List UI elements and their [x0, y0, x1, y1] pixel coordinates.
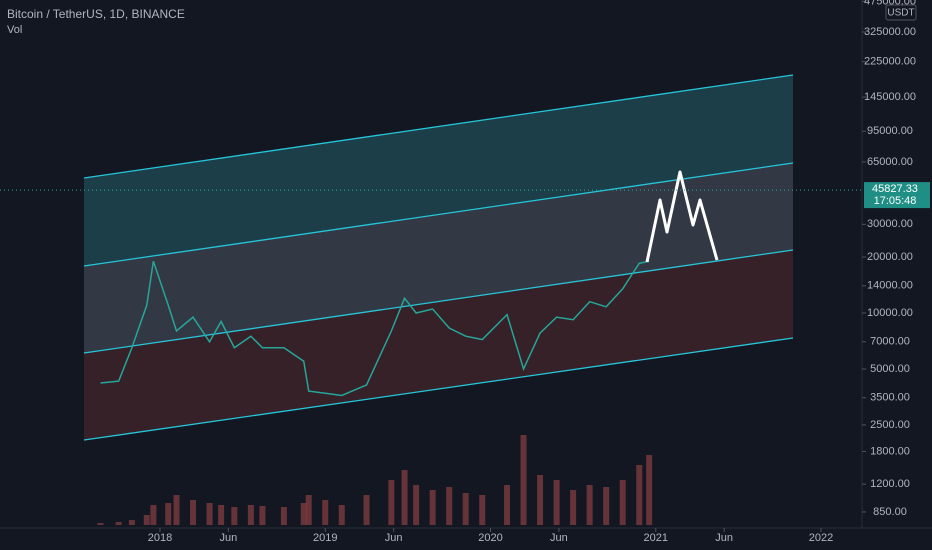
y-tick-label: 30000.00: [867, 218, 913, 230]
volume-bar: [479, 495, 486, 525]
y-tick-label: 7000.00: [870, 336, 910, 348]
volume-bar: [462, 493, 469, 525]
x-tick-label: Jun: [385, 532, 403, 544]
volume-bar: [646, 455, 653, 525]
y-tick-label: 95000.00: [867, 125, 913, 137]
y-tick-label: 475000.00: [864, 0, 916, 7]
channel-lines: [83, 74, 794, 441]
price-line: [100, 260, 650, 397]
subtitle: Vol: [7, 24, 22, 36]
volume-bar: [429, 490, 436, 525]
volume-bar: [504, 485, 511, 525]
volume-bar: [259, 506, 266, 525]
y-tick-label: 325000.00: [864, 26, 916, 38]
volume-bar: [401, 470, 408, 525]
volume-bar: [322, 500, 329, 525]
y-tick-label: 145000.00: [864, 91, 916, 103]
x-tick-label: 2021: [644, 532, 668, 544]
volume-bar: [388, 480, 395, 525]
volume-bar: [190, 500, 197, 525]
volume-bar: [165, 503, 172, 525]
volume-bar: [603, 487, 610, 525]
volume-bar: [218, 505, 225, 525]
volume-bar: [97, 523, 104, 525]
channel-mid-band: [84, 163, 793, 353]
volume-bar: [280, 507, 287, 525]
y-tick-label: 2500.00: [870, 419, 910, 431]
y-tick-label: 3500.00: [870, 392, 910, 404]
currency-badge[interactable]: [885, 4, 917, 21]
volume-bar: [300, 503, 307, 525]
volume-bar: [173, 495, 180, 525]
y-tick-label: 225000.00: [864, 56, 916, 68]
volume-bar: [305, 495, 312, 525]
channel-line: [83, 337, 794, 441]
x-tick-label: 2019: [313, 532, 337, 544]
plot-area: [97, 260, 653, 525]
volume-bar: [115, 522, 122, 525]
chart-title: Bitcoin / TetherUS, 1D, BINANCE: [7, 7, 185, 21]
channel-line: [83, 162, 794, 267]
y-tick-label: 20000.00: [867, 251, 913, 263]
volume-bar: [446, 487, 453, 525]
last-price: 45827.33: [872, 183, 918, 195]
x-tick-label: Jun: [550, 532, 568, 544]
y-tick-label: 10000.00: [867, 307, 913, 319]
channel-line: [83, 74, 794, 179]
countdown: 17:05:48: [874, 195, 917, 207]
volume-bar: [338, 505, 345, 525]
volume-bar: [150, 505, 157, 525]
x-tick-label: 2022: [809, 532, 833, 544]
volume-bar: [586, 485, 593, 525]
volume-bar: [619, 480, 626, 525]
x-tick-label: Jun: [715, 532, 733, 544]
volume-bar: [520, 435, 527, 525]
drawn-path: [645, 170, 719, 263]
volume-bar: [413, 485, 420, 525]
currency: USDT: [887, 8, 914, 19]
last-price-badge: [864, 182, 930, 209]
volume-bar: [553, 480, 560, 525]
channel-line: [83, 249, 794, 354]
y-tick-label: 850.00: [873, 506, 907, 518]
volume-bar: [128, 520, 135, 525]
y-tick-label: 14000.00: [867, 280, 913, 292]
volume-bar: [143, 515, 150, 525]
channel-top-band: [84, 75, 793, 266]
volume-bar: [247, 505, 254, 525]
channel-low-band: [84, 250, 793, 440]
y-tick-label: 5000.00: [870, 363, 910, 375]
x-tick-label: 2018: [148, 532, 172, 544]
volume-bar: [206, 503, 213, 525]
x-tick-label: 2020: [478, 532, 502, 544]
volume-bar: [363, 495, 370, 525]
volume-bar: [636, 465, 643, 525]
y-tick-label: 1200.00: [870, 478, 910, 490]
volume-bar: [570, 490, 577, 525]
volume-bar: [231, 507, 238, 525]
volume-bar: [537, 475, 544, 525]
y-tick-label: 1800.00: [870, 445, 910, 457]
y-tick-label: 65000.00: [867, 156, 913, 168]
x-tick-label: Jun: [220, 532, 238, 544]
